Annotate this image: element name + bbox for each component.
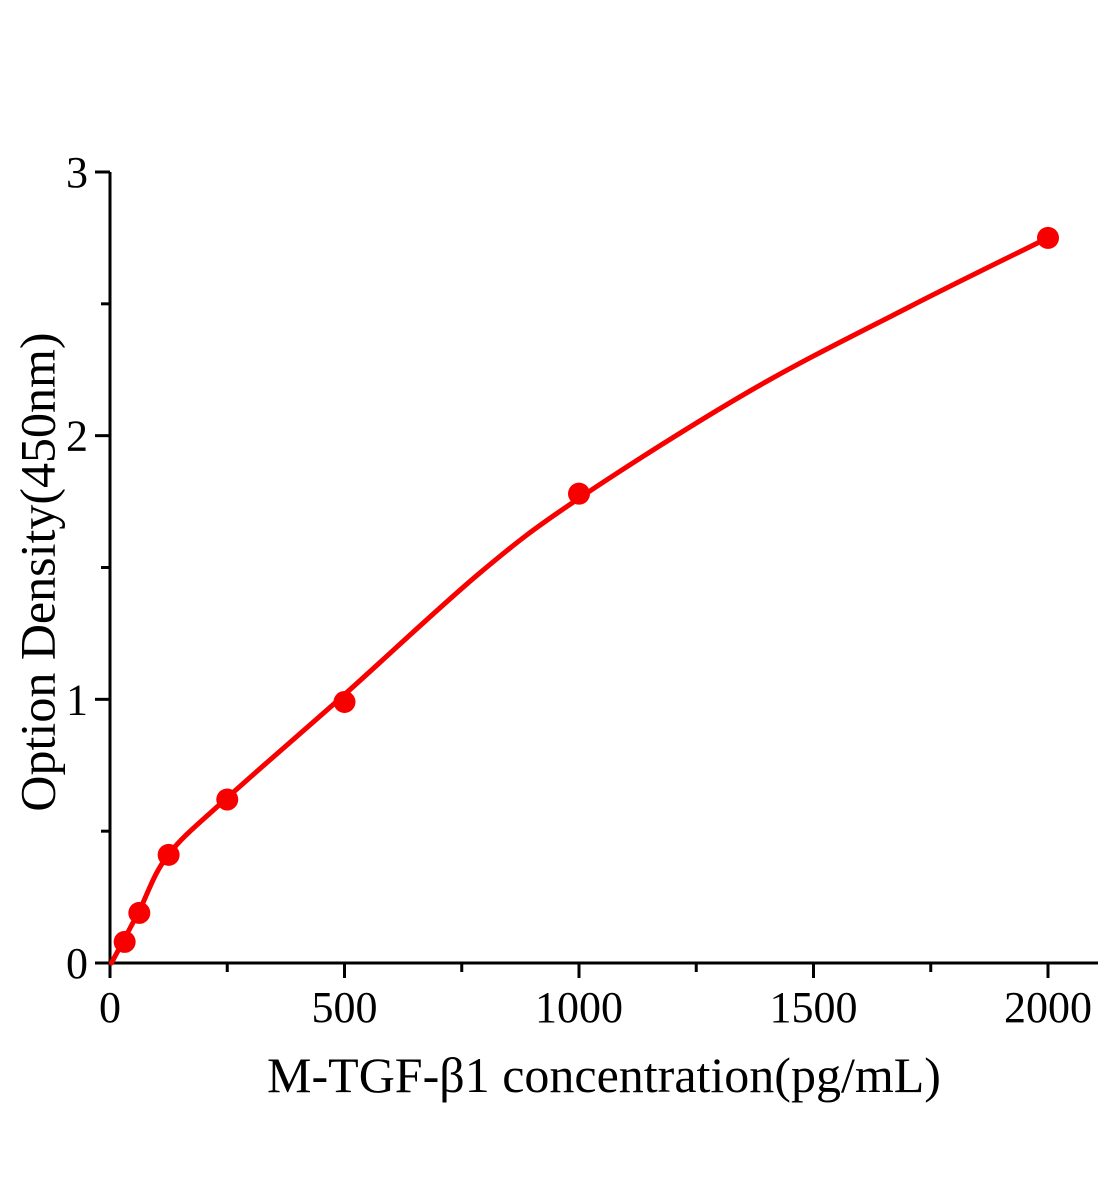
x-tick-label: 500	[312, 983, 378, 1032]
x-tick-label: 1500	[770, 983, 858, 1032]
standard-curve-line	[108, 235, 1051, 966]
data-point	[157, 843, 180, 866]
data-point	[1037, 226, 1059, 249]
x-tick-label: 0	[99, 983, 121, 1032]
y-tick-label: 1	[66, 675, 88, 724]
data-point	[113, 930, 136, 953]
data-point	[128, 901, 151, 924]
data-point	[568, 482, 590, 505]
x-tick-label: 2000	[1004, 983, 1092, 1032]
y-tick-label: 2	[66, 412, 88, 461]
x-tick-label: 1000	[535, 983, 623, 1032]
data-point	[216, 788, 239, 811]
data-point	[333, 690, 356, 713]
y-axis-title: Option Density(450nm)	[9, 332, 66, 812]
y-tick-label: 0	[66, 939, 88, 988]
y-tick-label: 3	[66, 148, 88, 197]
x-axis-title: M-TGF-β1 concentration(pg/mL)	[267, 1047, 941, 1103]
